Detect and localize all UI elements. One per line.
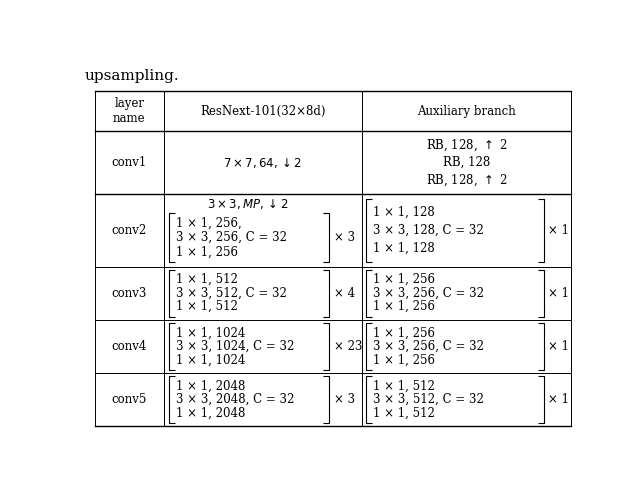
Text: 1 × 1, 2048: 1 × 1, 2048 bbox=[177, 407, 246, 420]
Text: 1 × 1, 512: 1 × 1, 512 bbox=[373, 407, 435, 420]
Text: conv1: conv1 bbox=[112, 156, 147, 169]
Text: conv5: conv5 bbox=[112, 393, 147, 406]
Text: 3 × 3, 512, C = 32: 3 × 3, 512, C = 32 bbox=[177, 286, 287, 299]
Text: 3 × 3, 256, C = 32: 3 × 3, 256, C = 32 bbox=[373, 286, 484, 299]
Text: RB, 128, $\uparrow$ 2: RB, 128, $\uparrow$ 2 bbox=[426, 173, 507, 188]
Text: 1 × 1, 2048: 1 × 1, 2048 bbox=[177, 380, 246, 393]
Text: conv3: conv3 bbox=[112, 286, 147, 299]
Text: × 1: × 1 bbox=[548, 340, 569, 353]
Text: 1 × 1, 256: 1 × 1, 256 bbox=[373, 354, 435, 366]
Text: 1 × 1, 512: 1 × 1, 512 bbox=[177, 273, 238, 286]
Text: RB, 128, $\uparrow$ 2: RB, 128, $\uparrow$ 2 bbox=[426, 137, 507, 153]
Text: $7 \times 7, 64, \downarrow 2$: $7 \times 7, 64, \downarrow 2$ bbox=[223, 156, 302, 170]
Text: 1 × 1, 256: 1 × 1, 256 bbox=[373, 300, 435, 313]
Text: 3 × 3, 1024, C = 32: 3 × 3, 1024, C = 32 bbox=[177, 340, 294, 353]
Text: $3 \times 3, \mathit{MP}, \downarrow 2$: $3 \times 3, \mathit{MP}, \downarrow 2$ bbox=[207, 197, 289, 211]
Text: conv2: conv2 bbox=[112, 224, 147, 237]
Text: ResNext-101(32×8d): ResNext-101(32×8d) bbox=[200, 105, 326, 118]
Text: 1 × 1, 512: 1 × 1, 512 bbox=[177, 300, 238, 313]
Text: 1 × 1, 256: 1 × 1, 256 bbox=[373, 273, 435, 286]
Text: Auxiliary branch: Auxiliary branch bbox=[417, 105, 516, 118]
Text: × 1: × 1 bbox=[548, 286, 569, 299]
Text: 1 × 1, 256: 1 × 1, 256 bbox=[177, 245, 238, 258]
Text: 3 × 3, 256, C = 32: 3 × 3, 256, C = 32 bbox=[373, 340, 484, 353]
Text: × 23: × 23 bbox=[334, 340, 363, 353]
Text: × 1: × 1 bbox=[548, 393, 569, 406]
Text: × 3: × 3 bbox=[334, 393, 355, 406]
Text: 1 × 1, 1024: 1 × 1, 1024 bbox=[177, 354, 246, 366]
Text: RB, 128: RB, 128 bbox=[443, 156, 490, 169]
Text: × 4: × 4 bbox=[334, 286, 355, 299]
Text: 1 × 1, 512: 1 × 1, 512 bbox=[373, 380, 435, 393]
Text: 1 × 1, 256,: 1 × 1, 256, bbox=[177, 217, 242, 230]
Text: 1 × 1, 256: 1 × 1, 256 bbox=[373, 327, 435, 340]
Text: 3 × 3, 128, C = 32: 3 × 3, 128, C = 32 bbox=[373, 224, 484, 237]
Text: layer
name: layer name bbox=[113, 97, 146, 125]
Text: 1 × 1, 128: 1 × 1, 128 bbox=[373, 242, 435, 255]
Text: 3 × 3, 512, C = 32: 3 × 3, 512, C = 32 bbox=[373, 393, 484, 406]
Text: 1 × 1, 128: 1 × 1, 128 bbox=[373, 206, 435, 219]
Text: 3 × 3, 2048, C = 32: 3 × 3, 2048, C = 32 bbox=[177, 393, 294, 406]
Text: upsampling.: upsampling. bbox=[85, 69, 180, 83]
Text: × 3: × 3 bbox=[334, 231, 355, 244]
Text: 3 × 3, 256, C = 32: 3 × 3, 256, C = 32 bbox=[177, 231, 287, 244]
Text: 1 × 1, 1024: 1 × 1, 1024 bbox=[177, 327, 246, 340]
Text: conv4: conv4 bbox=[112, 340, 147, 353]
Text: × 1: × 1 bbox=[548, 224, 569, 237]
